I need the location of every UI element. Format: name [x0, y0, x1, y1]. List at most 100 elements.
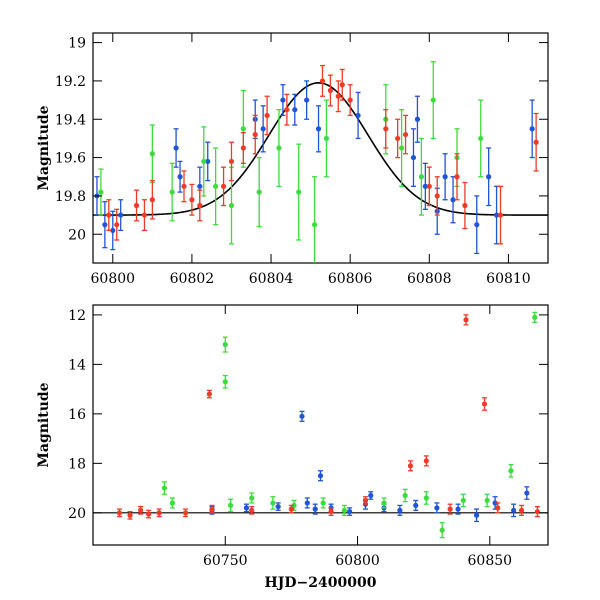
top-data-point-red: [133, 189, 140, 222]
bottom-series-blue: [209, 410, 530, 523]
bottom-data-point-green: [508, 463, 514, 478]
top-data-point-blue: [474, 195, 480, 255]
bottom-data-point-red: [447, 503, 453, 515]
bottom-data-point-red: [362, 496, 369, 505]
bottom-data-point-red: [127, 510, 133, 520]
bottom-y-tick-label: 12: [68, 308, 86, 324]
bottom-data-point-red: [209, 504, 215, 514]
bottom-y-tick-label: 18: [68, 456, 86, 472]
top-data-point-red: [252, 114, 258, 155]
bottom-data-point-red: [328, 507, 334, 516]
top-x-tick-label: 60800: [91, 271, 136, 287]
top-x-tick-label: 60808: [407, 271, 452, 287]
bottom-y-tick-label: 20: [68, 506, 86, 522]
bottom-data-point-red: [138, 505, 144, 515]
top-data-point-red: [181, 170, 187, 203]
top-y-tick-label: 20: [68, 227, 86, 243]
bottom-data-point-green: [222, 374, 228, 389]
top-data-point-red: [462, 181, 468, 230]
top-data-point-red: [114, 208, 120, 241]
top-data-point-red: [327, 74, 333, 107]
top-data-point-green: [169, 162, 175, 222]
bottom-data-point-green: [423, 491, 429, 505]
bottom-x-tick-label: 60850: [468, 553, 513, 569]
bottom-data-point-green: [320, 497, 326, 509]
bottom-data-point-red: [288, 504, 295, 514]
bottom-data-point-blue: [275, 502, 281, 512]
top-data-point-red: [264, 95, 270, 136]
bottom-data-point-blue: [413, 499, 419, 512]
top-data-point-blue: [102, 201, 108, 249]
top-data-point-red: [240, 132, 246, 164]
top-y-tick-label: 19.4: [55, 112, 86, 128]
top-data-point-red: [434, 176, 440, 216]
bottom-data-point-green: [484, 493, 490, 508]
top-panel-zoomed-light-curve: 60800 60802 60804 60806 60808 60810 19 19.2 19.4…: [36, 32, 549, 287]
bottom-data-point-blue: [473, 508, 480, 523]
top-y-tick-label: 19.2: [55, 74, 86, 90]
top-data-point-green: [323, 99, 330, 178]
top-data-point-red: [284, 93, 290, 126]
bottom-data-point-green: [270, 496, 276, 510]
bottom-data-point-green: [291, 499, 297, 512]
top-data-point-blue: [304, 80, 310, 120]
top-data-point-red: [220, 166, 227, 207]
top-data-point-red: [533, 112, 539, 172]
top-data-point-blue: [355, 91, 361, 140]
bottom-data-point-green: [222, 336, 228, 353]
bottom-data-point-red: [534, 505, 541, 518]
bottom-y-axis-label: Magnitude: [36, 382, 52, 467]
top-series-green: [98, 61, 484, 263]
bottom-data-point-green: [460, 493, 466, 508]
top-data-point-green: [418, 137, 424, 216]
top-data-point-green: [311, 176, 318, 263]
bottom-x-axis-label: HJD−2400000: [265, 575, 377, 591]
top-data-point-blue: [110, 210, 116, 251]
bottom-data-point-green: [402, 488, 408, 503]
bottom-data-point-blue: [397, 504, 403, 516]
top-data-point-red: [189, 183, 195, 216]
top-data-point-red: [335, 80, 341, 113]
top-data-point-green: [201, 126, 207, 197]
top-data-point-blue: [493, 185, 500, 245]
top-data-point-red: [319, 64, 326, 97]
bottom-y-tick-label: 14: [68, 357, 86, 373]
bottom-data-point-blue: [492, 496, 498, 510]
bottom-data-point-red: [206, 389, 212, 399]
top-y-tick-label: 19.6: [55, 151, 86, 167]
bottom-data-point-blue: [455, 503, 461, 515]
top-data-point-blue: [414, 95, 421, 143]
top-x-tick-label: 60806: [328, 271, 373, 287]
top-data-point-blue: [442, 153, 448, 201]
bottom-data-point-blue: [299, 410, 305, 422]
top-data-point-green: [478, 99, 484, 178]
bottom-data-point-red: [407, 460, 414, 472]
bottom-series-red: [116, 314, 541, 520]
top-data-point-blue: [292, 93, 298, 126]
top-data-point-red: [426, 166, 432, 207]
top-data-point-red: [228, 141, 235, 182]
top-x-tick-label: 60802: [170, 271, 215, 287]
bottom-data-point-red: [156, 508, 162, 518]
bottom-series-green: [161, 311, 538, 539]
bottom-data-point-red: [145, 509, 152, 519]
bottom-data-point-green: [161, 481, 168, 495]
top-data-point-red: [383, 109, 389, 149]
bottom-plot-area: [93, 311, 548, 539]
top-model-curve: [93, 82, 548, 216]
top-x-tick-label: 60804: [249, 271, 294, 287]
top-data-point-blue: [410, 128, 417, 187]
top-data-point-green: [213, 147, 219, 226]
bottom-x-tick-label: 60800: [335, 553, 380, 569]
top-data-point-green: [430, 61, 436, 140]
top-plot-area: [93, 61, 548, 263]
bottom-data-point-red: [249, 505, 255, 515]
top-data-point-red: [106, 199, 112, 232]
bottom-plot-frame: [92, 304, 549, 546]
bottom-data-point-blue: [317, 470, 324, 482]
top-data-point-blue: [422, 162, 428, 210]
bottom-data-point-red: [518, 504, 525, 516]
top-data-point-green: [276, 109, 282, 187]
bottom-data-point-green: [532, 311, 538, 323]
